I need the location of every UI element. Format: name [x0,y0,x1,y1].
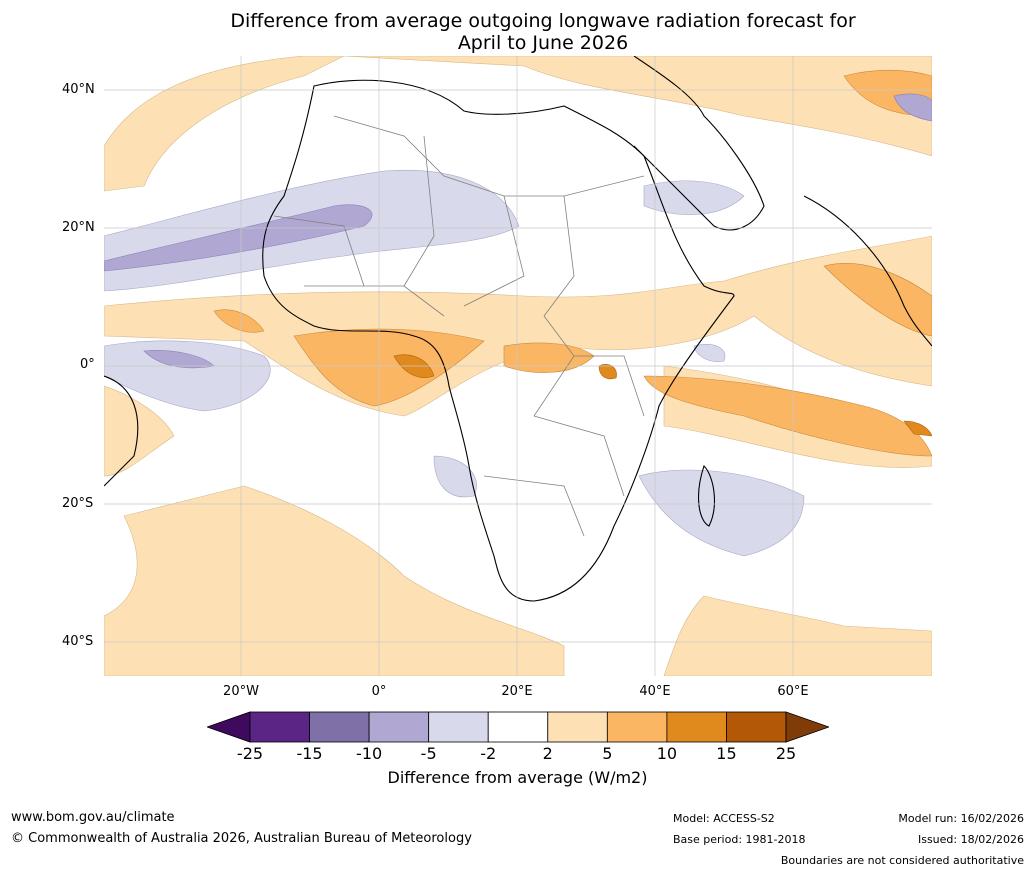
lon-label-40e: 40°E [639,684,671,699]
colorbar [207,711,829,743]
colorbar-extend-high [785,711,829,743]
lon-label-20e: 20°E [501,684,533,699]
colorbar-tick-label: -15 [296,744,323,763]
colorbar-label: Difference from average (W/m2) [387,768,648,787]
colorbar-cell [487,711,549,743]
footer-boundaries: Boundaries are not considered authoritat… [780,854,1024,867]
colorbar-tick-label: 15 [716,744,737,763]
coastline [104,56,932,602]
colorbar-cell [606,711,668,743]
title-line-2: April to June 2026 [457,32,629,54]
anomaly-5-10 [213,69,932,457]
colorbar-tick-label: 25 [775,744,797,763]
lon-label-60e: 60°E [777,684,809,699]
colorbar-tick-label: 5 [602,744,613,763]
colorbar-tick-label: 2 [542,744,553,763]
title-line-1: Difference from average outgoing longwav… [230,10,856,32]
colorbar-tick-label: -5 [420,744,437,763]
colorbar-tick-label: 10 [656,744,678,763]
colorbar-extend-low [207,711,251,743]
lon-label-0: 0° [371,684,387,699]
lat-label-0: 0° [80,357,95,372]
footer-base-period: Base period: 1981-2018 [673,833,806,846]
lat-label-40s: 40°S [62,634,94,649]
lat-label-20n: 20°N [62,220,95,235]
lon-label-20w: 20°W [223,684,259,699]
country-borders [273,115,645,537]
colorbar-cell [547,711,608,743]
map-title: Difference from average outgoing longwav… [0,10,1035,54]
colorbar-cell [666,711,727,743]
footer-model-run: Model run: 16/02/2026 [898,812,1024,825]
footer-issued: Issued: 18/02/2026 [917,833,1024,846]
colorbar-tick-label: -2 [480,744,497,763]
colorbar-cell [368,711,430,743]
footer-copyright: © Commonwealth of Australia 2026, Austra… [11,831,472,846]
map-canvas [104,56,932,676]
colorbar-cell [309,711,370,743]
colorbar-cell [726,711,787,743]
lat-label-20s: 20°S [62,496,94,511]
colorbar-cell [249,711,310,743]
colorbar-tick-label: -25 [236,744,264,763]
anomaly-map [104,56,932,676]
graticule [104,56,932,676]
lat-label-40n: 40°N [62,82,95,97]
anomaly-neg-5-10 [104,93,932,369]
footer-model: Model: ACCESS-S2 [673,812,775,825]
footer-url[interactable]: www.bom.gov.au/climate [11,810,175,825]
colorbar-cell [428,711,489,743]
colorbar-tick-label: -10 [356,744,383,763]
